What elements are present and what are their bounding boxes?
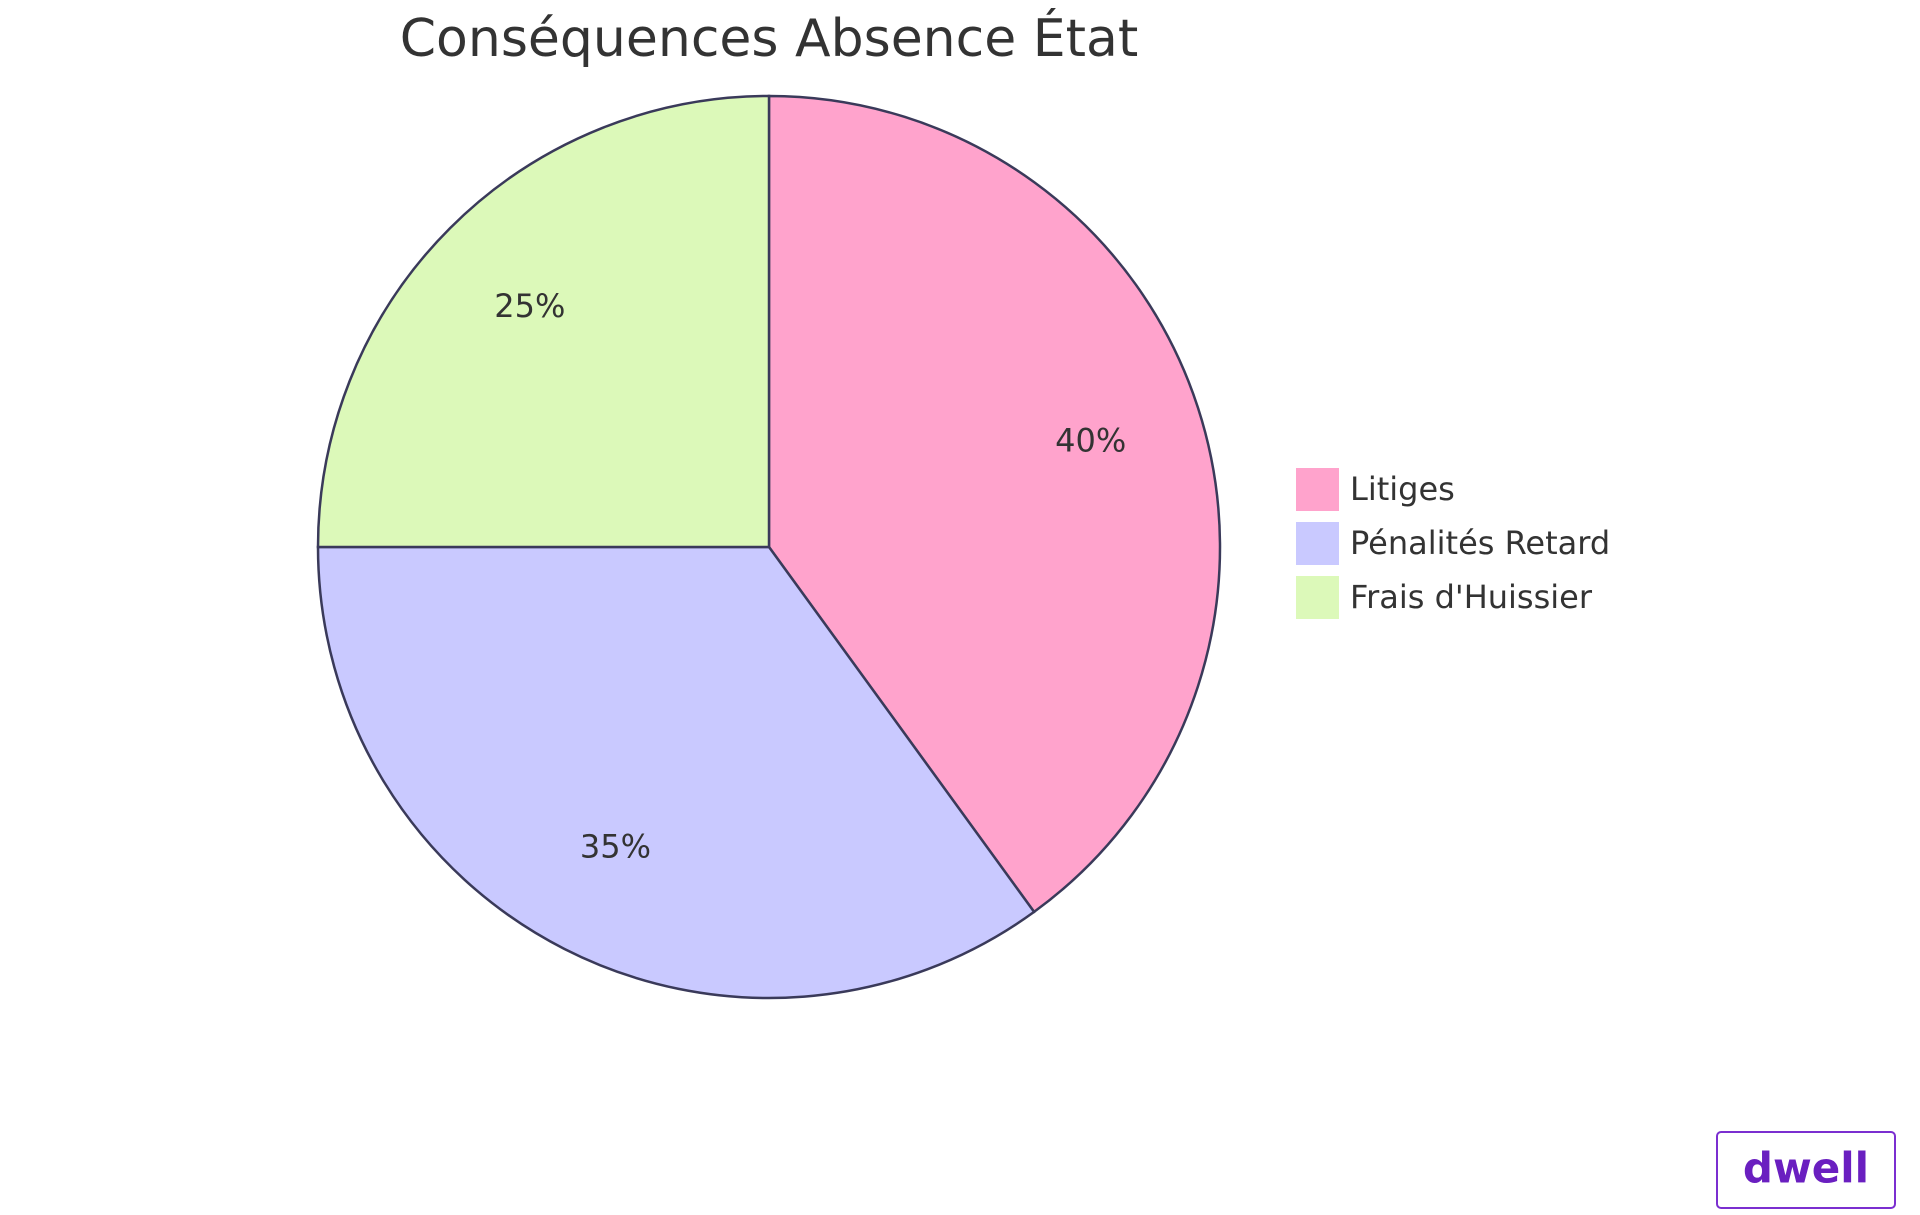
pie-slice <box>316 94 771 549</box>
legend-label: Pénalités Retard <box>1350 524 1610 562</box>
legend-swatch <box>1294 466 1341 513</box>
legend-swatch <box>1294 520 1341 567</box>
legend-label: Frais d'Huissier <box>1350 578 1593 616</box>
chart-title: Conséquences Absence État <box>400 8 1139 69</box>
watermark-text: dwell <box>1743 1144 1869 1193</box>
data-label: 40% <box>1055 421 1126 459</box>
data-label: 35% <box>580 827 651 865</box>
watermark: dwell <box>1716 1131 1896 1209</box>
legend-label: Litiges <box>1350 470 1455 508</box>
data-label: 25% <box>494 287 565 325</box>
pie-slice <box>316 545 1036 1000</box>
legend-swatch <box>1294 574 1341 621</box>
pie-slice <box>767 94 1222 914</box>
watermark-box <box>1716 1131 1896 1209</box>
